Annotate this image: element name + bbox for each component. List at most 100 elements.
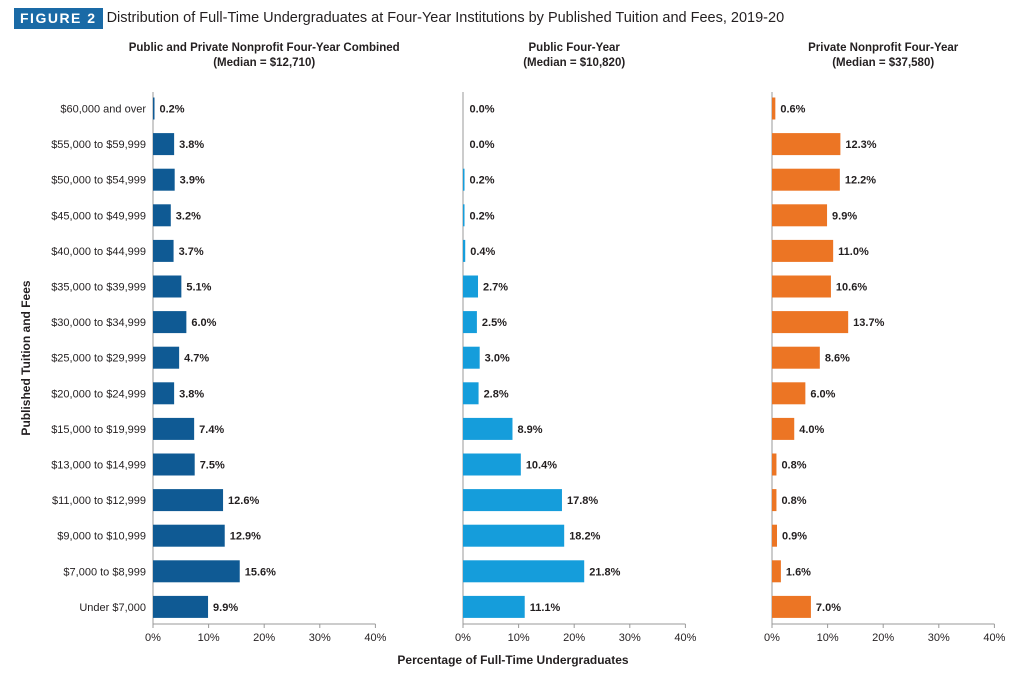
bar xyxy=(153,97,155,120)
x-tick-label: 10% xyxy=(817,632,839,644)
bar xyxy=(153,524,225,547)
category-label: $45,000 to $49,999 xyxy=(51,210,146,222)
data-label: 3.7% xyxy=(179,246,204,258)
x-tick-label: 30% xyxy=(619,632,641,644)
bar xyxy=(463,595,525,618)
panel-title: Public and Private Nonprofit Four-Year C… xyxy=(129,42,400,54)
bar xyxy=(153,311,187,334)
bar xyxy=(153,417,195,440)
panel-median: (Median = $10,820) xyxy=(523,57,625,69)
bar xyxy=(153,453,195,476)
bar xyxy=(772,346,820,369)
bar xyxy=(463,346,480,369)
x-tick-label: 30% xyxy=(928,632,950,644)
bar xyxy=(153,239,174,262)
bar xyxy=(463,560,585,583)
bar xyxy=(153,133,175,156)
category-label: $25,000 to $29,999 xyxy=(51,353,146,365)
x-tick-label: 30% xyxy=(309,632,331,644)
data-label: 5.1% xyxy=(186,282,211,294)
category-label: $9,000 to $10,999 xyxy=(57,531,146,543)
bar xyxy=(772,168,840,191)
data-label: 21.8% xyxy=(589,566,620,578)
category-label: Under $7,000 xyxy=(79,602,146,614)
bar xyxy=(463,204,465,227)
data-label: 3.2% xyxy=(176,210,201,222)
data-label: 3.8% xyxy=(179,139,204,151)
figure-title: Distribution of Full-Time Undergraduates… xyxy=(106,10,785,26)
data-label: 3.0% xyxy=(485,353,510,365)
category-label: $13,000 to $14,999 xyxy=(51,460,146,472)
data-label: 2.5% xyxy=(482,317,507,329)
bar xyxy=(153,168,175,191)
data-label: 15.6% xyxy=(245,566,276,578)
bar xyxy=(463,453,521,476)
x-tick-label: 20% xyxy=(253,632,275,644)
x-tick-label: 0% xyxy=(145,632,161,644)
data-label: 0.2% xyxy=(470,210,495,222)
panel-median: (Median = $12,710) xyxy=(213,57,315,69)
data-label: 4.7% xyxy=(184,353,209,365)
bar xyxy=(153,560,240,583)
bar xyxy=(772,453,777,476)
bar xyxy=(772,204,828,227)
bar xyxy=(772,489,777,512)
data-label: 7.0% xyxy=(816,602,841,614)
bar xyxy=(772,97,776,120)
data-label: 9.9% xyxy=(832,210,857,222)
x-tick-label: 40% xyxy=(674,632,696,644)
category-label: $11,000 to $12,999 xyxy=(52,495,146,507)
bar xyxy=(463,275,479,298)
data-label: 17.8% xyxy=(567,495,598,507)
data-label: 7.4% xyxy=(199,424,224,436)
category-label: $35,000 to $39,999 xyxy=(51,282,146,294)
bar xyxy=(463,489,562,512)
data-label: 3.8% xyxy=(179,388,204,400)
data-label: 0.0% xyxy=(470,104,495,116)
x-tick-label: 40% xyxy=(364,632,386,644)
bar xyxy=(463,311,477,334)
data-label: 12.3% xyxy=(845,139,876,151)
data-label: 1.6% xyxy=(786,566,811,578)
x-tick-label: 20% xyxy=(872,632,894,644)
category-label: $7,000 to $8,999 xyxy=(63,566,146,578)
bar xyxy=(153,204,171,227)
category-label: $40,000 to $44,999 xyxy=(51,246,146,258)
data-label: 0.6% xyxy=(780,104,805,116)
data-label: 0.2% xyxy=(160,104,185,116)
data-label: 13.7% xyxy=(853,317,884,329)
data-label: 3.9% xyxy=(180,175,205,187)
data-label: 8.9% xyxy=(517,424,542,436)
x-tick-label: 40% xyxy=(983,632,1005,644)
bar xyxy=(153,489,224,512)
data-label: 0.4% xyxy=(470,246,495,258)
category-label: $15,000 to $19,999 xyxy=(51,424,146,436)
category-label: $20,000 to $24,999 xyxy=(51,388,146,400)
x-tick-label: 20% xyxy=(563,632,585,644)
bar xyxy=(772,275,831,298)
bar xyxy=(772,239,834,262)
data-label: 9.9% xyxy=(213,602,238,614)
data-label: 10.6% xyxy=(836,282,867,294)
data-label: 0.8% xyxy=(781,460,806,472)
y-axis-title: Published Tuition and Fees xyxy=(19,280,33,435)
data-label: 10.4% xyxy=(526,460,557,472)
data-label: 11.0% xyxy=(838,246,869,258)
data-label: 8.6% xyxy=(825,353,850,365)
x-tick-label: 0% xyxy=(455,632,471,644)
data-label: 0.2% xyxy=(470,175,495,187)
x-tick-label: 0% xyxy=(764,632,780,644)
category-label: $30,000 to $34,999 xyxy=(51,317,146,329)
data-label: 0.0% xyxy=(470,139,495,151)
bar xyxy=(772,524,778,547)
category-label: $50,000 to $54,999 xyxy=(51,175,146,187)
x-tick-label: 10% xyxy=(198,632,220,644)
bar xyxy=(463,239,466,262)
data-label: 0.8% xyxy=(781,495,806,507)
data-label: 12.2% xyxy=(845,175,876,187)
bar xyxy=(772,595,811,618)
data-label: 12.9% xyxy=(230,531,261,543)
data-label: 2.8% xyxy=(484,388,509,400)
bar xyxy=(463,168,465,191)
